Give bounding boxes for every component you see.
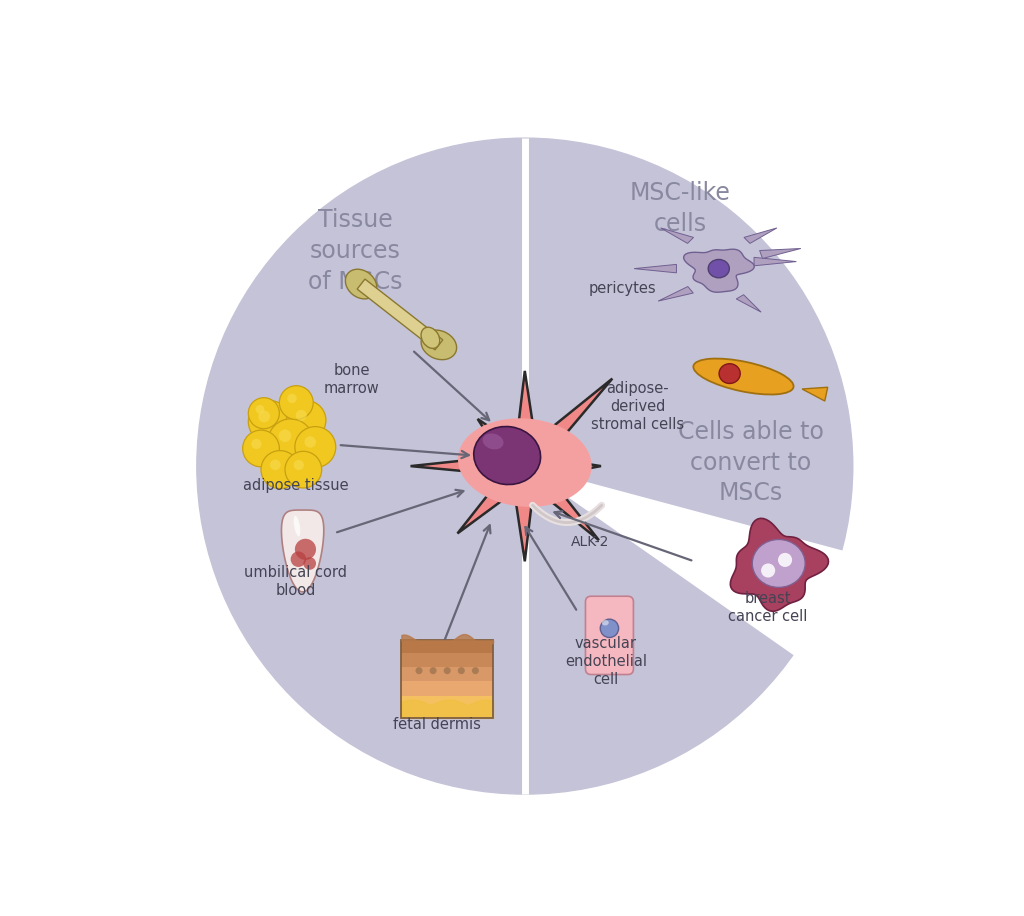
Ellipse shape (474, 427, 541, 485)
Text: MSC-like
cells: MSC-like cells (630, 181, 730, 236)
Circle shape (303, 557, 316, 570)
Text: umbilical cord
blood: umbilical cord blood (244, 564, 347, 597)
Circle shape (197, 138, 853, 794)
Polygon shape (401, 681, 494, 696)
Text: Tissue
sources
of MSCs: Tissue sources of MSCs (308, 208, 402, 294)
Circle shape (430, 667, 436, 674)
Ellipse shape (753, 540, 805, 587)
Polygon shape (401, 653, 494, 667)
Polygon shape (357, 279, 442, 350)
Circle shape (288, 394, 297, 403)
Polygon shape (760, 248, 801, 258)
Polygon shape (802, 387, 827, 401)
Ellipse shape (693, 358, 794, 395)
Circle shape (296, 409, 307, 420)
Wedge shape (524, 466, 876, 674)
Circle shape (280, 386, 313, 420)
Polygon shape (634, 265, 677, 273)
Ellipse shape (602, 620, 608, 626)
Polygon shape (660, 228, 693, 244)
Polygon shape (401, 640, 494, 653)
Polygon shape (744, 228, 777, 244)
Circle shape (285, 452, 322, 488)
Ellipse shape (709, 259, 729, 278)
Circle shape (778, 553, 793, 567)
Text: adipose tissue: adipose tissue (243, 478, 348, 494)
Circle shape (248, 398, 280, 429)
Text: fetal dermis: fetal dermis (392, 717, 480, 733)
Polygon shape (658, 287, 693, 301)
Polygon shape (401, 696, 494, 718)
Text: breast
cancer cell: breast cancer cell (728, 591, 808, 624)
Ellipse shape (294, 516, 300, 537)
Circle shape (261, 451, 299, 488)
Polygon shape (401, 667, 494, 681)
Ellipse shape (421, 330, 457, 360)
Text: vascular
endothelial
cell: vascular endothelial cell (565, 636, 647, 687)
Ellipse shape (458, 419, 592, 507)
Circle shape (294, 460, 304, 470)
Circle shape (248, 400, 291, 442)
Polygon shape (754, 257, 797, 266)
Circle shape (270, 460, 281, 470)
Circle shape (256, 405, 264, 414)
Text: bone
marrow: bone marrow (325, 363, 380, 396)
Ellipse shape (345, 269, 377, 299)
Text: adipose-
derived
stromal cells: adipose- derived stromal cells (591, 381, 684, 431)
Circle shape (458, 667, 465, 674)
Polygon shape (730, 518, 828, 611)
Circle shape (291, 551, 306, 567)
Circle shape (251, 439, 261, 449)
Circle shape (304, 436, 316, 448)
Circle shape (761, 563, 775, 578)
Circle shape (279, 430, 291, 442)
Polygon shape (736, 295, 761, 312)
Circle shape (295, 539, 316, 560)
Circle shape (243, 431, 280, 467)
Text: Cells able to
convert to
MSCs: Cells able to convert to MSCs (678, 420, 823, 506)
FancyBboxPatch shape (586, 596, 634, 674)
Ellipse shape (719, 364, 740, 384)
Ellipse shape (482, 433, 504, 450)
Ellipse shape (421, 327, 439, 348)
Circle shape (287, 400, 326, 440)
Polygon shape (282, 510, 324, 592)
Circle shape (258, 410, 270, 422)
Polygon shape (684, 249, 755, 292)
Circle shape (416, 667, 423, 674)
Polygon shape (411, 371, 612, 562)
Circle shape (443, 667, 451, 674)
Text: pericytes: pericytes (589, 281, 656, 296)
Text: ALK-2: ALK-2 (570, 535, 609, 549)
Circle shape (268, 419, 313, 464)
Circle shape (295, 427, 336, 467)
Ellipse shape (600, 619, 618, 638)
Circle shape (472, 667, 479, 674)
